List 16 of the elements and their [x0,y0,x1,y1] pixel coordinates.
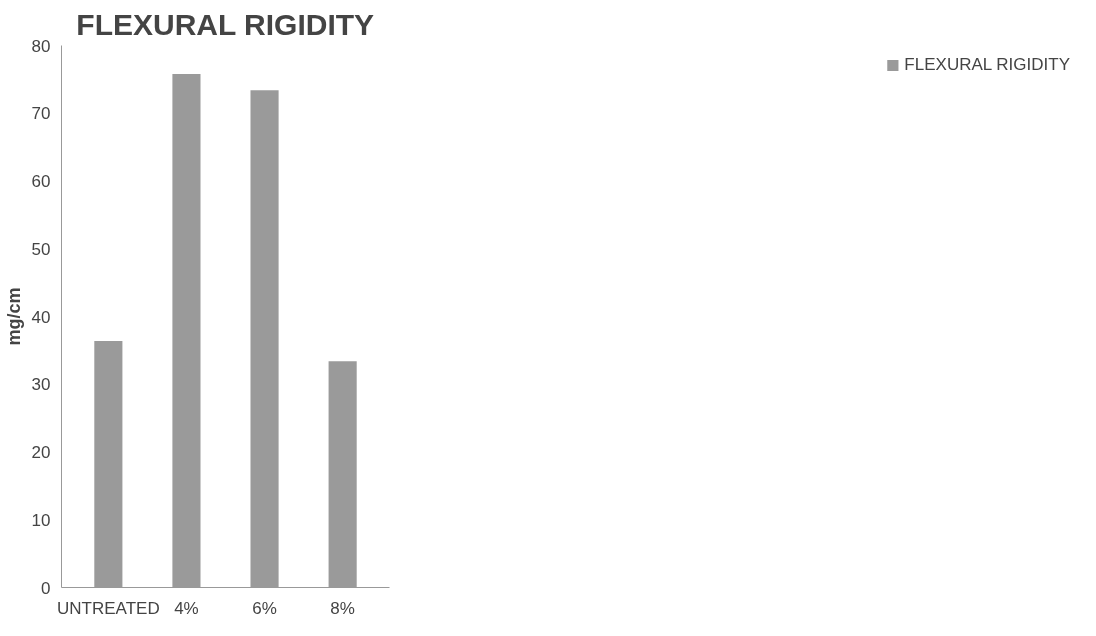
x-tick-label: 8% [330,598,355,618]
x-tick-label: 6% [252,598,277,618]
y-tick-label: 20 [31,443,51,462]
y-tick-label: 0 [41,578,51,598]
x-tick-label: 4% [174,598,199,618]
legend-label: FLEXURAL RIGIDITY [904,55,1070,75]
y-tick-label: 50 [31,239,51,259]
y-tick-label: 30 [31,375,51,395]
x-tick-label: UNTREATED [57,598,160,618]
y-tick-label: 70 [31,104,51,124]
y-tick-label: 60 [31,172,51,191]
chart-title: FLEXURAL RIGIDITY [76,7,375,41]
y-tick-label: 10 [31,510,51,530]
y-axis-title: mg/cm [3,287,24,346]
y-tick-label: 40 [31,307,51,327]
y-tick-label: 80 [31,36,51,56]
